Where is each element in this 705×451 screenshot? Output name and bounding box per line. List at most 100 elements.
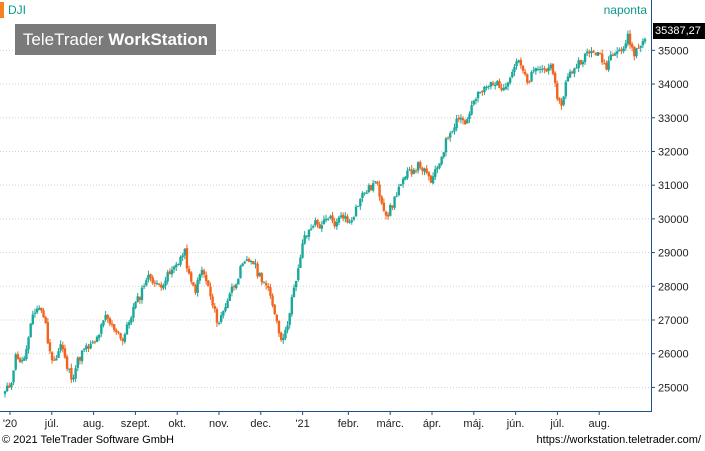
candle-body bbox=[234, 284, 238, 289]
candle-body bbox=[446, 137, 450, 139]
candle-body bbox=[459, 117, 463, 120]
candle-body bbox=[117, 331, 120, 333]
candle-body bbox=[404, 176, 407, 180]
candle-body bbox=[61, 345, 64, 350]
candle-body bbox=[461, 118, 465, 121]
candle-body bbox=[288, 313, 291, 325]
candle-body bbox=[568, 71, 572, 78]
candle-body bbox=[474, 99, 478, 101]
candle-body bbox=[211, 296, 214, 306]
candle-body bbox=[478, 91, 482, 93]
candle-body bbox=[410, 169, 413, 175]
y-tick-label: 32000 bbox=[658, 146, 689, 158]
candle-body bbox=[476, 91, 480, 99]
candle-body bbox=[245, 259, 249, 261]
candle-body bbox=[502, 88, 505, 90]
candle-body bbox=[620, 49, 623, 51]
candle-body bbox=[635, 48, 638, 57]
candle-body bbox=[27, 337, 30, 350]
candle-body bbox=[643, 39, 647, 42]
candle-body bbox=[575, 67, 578, 69]
candle-body bbox=[157, 283, 161, 285]
candle-body bbox=[590, 50, 593, 54]
candle-body bbox=[354, 206, 358, 217]
candle-body bbox=[258, 273, 261, 276]
candle-body bbox=[91, 342, 94, 344]
candle-body bbox=[282, 337, 285, 341]
candle-body bbox=[637, 47, 640, 49]
candle-body bbox=[57, 351, 60, 358]
candle-body bbox=[369, 184, 373, 191]
candle-body bbox=[536, 68, 540, 70]
candle-body bbox=[496, 81, 499, 86]
symbol-label[interactable]: DJI bbox=[8, 3, 26, 17]
candle-body bbox=[136, 296, 139, 302]
candle-body bbox=[230, 286, 234, 293]
candle-body bbox=[493, 84, 497, 86]
candle-body bbox=[232, 285, 236, 288]
candle-body bbox=[419, 162, 422, 168]
candle-body bbox=[160, 284, 163, 288]
period-label[interactable]: naponta bbox=[603, 3, 647, 17]
candle-body bbox=[82, 348, 86, 350]
candle-body bbox=[356, 205, 360, 207]
candle-body bbox=[440, 156, 443, 165]
candle-body bbox=[639, 45, 642, 48]
candle-body bbox=[166, 272, 169, 282]
candle-body bbox=[102, 320, 105, 326]
candle-body bbox=[284, 330, 287, 339]
candle-body bbox=[40, 307, 43, 311]
brand-bold: WorkStation bbox=[108, 30, 209, 49]
candle-body bbox=[530, 72, 533, 82]
candle-body bbox=[100, 324, 103, 334]
candle-body bbox=[545, 68, 548, 72]
x-tick-label: febr. bbox=[338, 418, 359, 430]
candle-body bbox=[571, 71, 574, 73]
candle-body bbox=[249, 261, 253, 263]
candle-body bbox=[594, 53, 597, 56]
candle-body bbox=[202, 270, 206, 275]
candle-body bbox=[517, 60, 520, 63]
candle-body bbox=[149, 274, 152, 278]
candle-body bbox=[290, 297, 294, 315]
candle-body bbox=[241, 263, 244, 267]
candle-body bbox=[500, 87, 503, 91]
y-tick-label: 26000 bbox=[658, 349, 689, 361]
candle-body bbox=[521, 65, 525, 71]
candle-body bbox=[95, 336, 99, 342]
candle-body bbox=[457, 117, 460, 120]
candle-body bbox=[142, 286, 146, 288]
y-tick-label: 28000 bbox=[658, 281, 689, 293]
candle-body bbox=[145, 280, 148, 286]
candle-body bbox=[335, 222, 338, 227]
candle-body bbox=[425, 168, 428, 173]
candle-body bbox=[55, 358, 58, 361]
x-tick-label: márc. bbox=[376, 418, 404, 430]
candle-body bbox=[553, 72, 557, 84]
candle-body bbox=[187, 268, 191, 274]
candle-body bbox=[16, 354, 20, 360]
candle-body bbox=[511, 72, 514, 78]
candle-body bbox=[630, 44, 634, 48]
candle-body bbox=[70, 367, 73, 380]
candle-body bbox=[421, 167, 424, 171]
candle-body bbox=[181, 255, 184, 258]
candle-body bbox=[429, 175, 433, 183]
y-tick-label: 27000 bbox=[658, 315, 689, 327]
candle-body bbox=[286, 325, 289, 331]
candle-body bbox=[213, 306, 216, 309]
candle-body bbox=[153, 282, 157, 284]
candle-body bbox=[543, 68, 546, 70]
candle-body bbox=[264, 283, 268, 286]
candle-body bbox=[444, 138, 448, 153]
candle-body bbox=[198, 274, 201, 281]
candle-body bbox=[359, 198, 362, 207]
candle-body bbox=[613, 53, 617, 56]
candle-body bbox=[322, 219, 326, 225]
candle-body bbox=[386, 214, 390, 217]
candle-body bbox=[228, 293, 231, 301]
candle-body bbox=[374, 181, 377, 183]
source-url[interactable]: https://workstation.teletrader.com/ bbox=[536, 434, 701, 446]
candle-body bbox=[307, 229, 311, 237]
candle-body bbox=[20, 360, 24, 362]
